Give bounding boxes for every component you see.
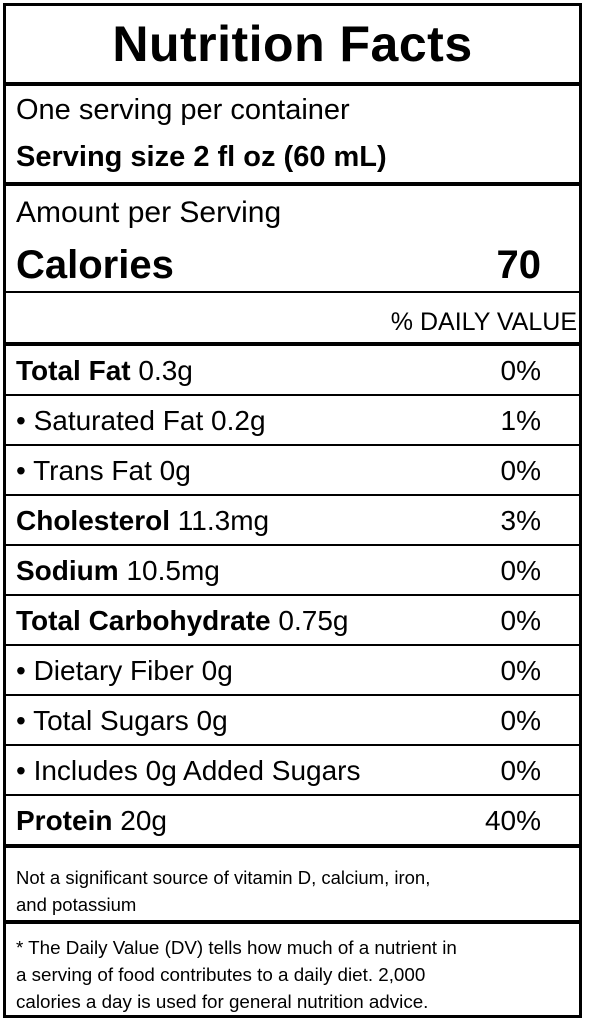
- row-divider: [6, 794, 579, 796]
- nutrient-amount: 10.5mg: [118, 555, 220, 586]
- note-line: and potassium: [16, 894, 137, 915]
- nutrient-row: • Total Sugars 0g 0%: [6, 696, 579, 746]
- nutrient-amount: 0.75g: [270, 605, 349, 636]
- nutrient-amount: 11.3mg: [170, 505, 270, 536]
- nutrient-daily-value: 0%: [500, 455, 541, 486]
- nutrient-amount: 0.3g: [130, 355, 193, 386]
- nutrient-amount: 0.2g: [203, 405, 266, 436]
- row-divider: [6, 494, 579, 496]
- nutrient-daily-value: 0%: [500, 705, 541, 736]
- nutrient-amount: 0g: [193, 655, 233, 686]
- footnote-line: * The Daily Value (DV) tells how much of…: [16, 937, 457, 958]
- calories-label: Calories: [16, 243, 174, 287]
- serving-size-label: Serving size: [16, 141, 186, 173]
- nutrient-label: • Includes 0g Added Sugars: [16, 755, 361, 786]
- daily-value-header: % DAILY VALUE: [390, 308, 577, 336]
- nutrient-daily-value: 3%: [500, 505, 541, 536]
- nutrient-name: Total Fat 0.3g: [16, 346, 193, 396]
- nutrient-daily-value: 0%: [500, 555, 541, 586]
- row-divider: [6, 444, 579, 446]
- note-text: Not a significant source of vitamin D, c…: [16, 864, 430, 918]
- nutrient-name: • Dietary Fiber 0g: [16, 646, 233, 696]
- nutrient-amount: 0g: [151, 455, 191, 486]
- nutrient-row: • Trans Fat 0g 0%: [6, 446, 579, 496]
- nutrient-daily-value: 0%: [500, 605, 541, 636]
- divider: [6, 920, 579, 924]
- nutrient-label: • Total Sugars: [16, 705, 189, 736]
- nutrient-name: • Includes 0g Added Sugars: [16, 746, 361, 796]
- nutrient-amount: 20g: [112, 805, 167, 836]
- nutrient-daily-value: 40%: [484, 805, 541, 836]
- nutrient-label: Total Carbohydrate: [16, 605, 271, 636]
- divider: [6, 291, 579, 293]
- nutrient-name: • Saturated Fat 0.2g: [16, 396, 266, 446]
- nutrient-name: Sodium 10.5mg: [16, 546, 220, 596]
- nutrient-daily-value: 1%: [500, 405, 541, 436]
- nutrient-name: • Trans Fat 0g: [16, 446, 191, 496]
- row-divider: [6, 644, 579, 646]
- footnote: * The Daily Value (DV) tells how much of…: [16, 934, 457, 1015]
- servings-per-container: One serving per container: [16, 94, 350, 126]
- serving-size-value: 2 fl oz (60 mL): [193, 141, 387, 173]
- nutrient-label: • Trans Fat: [16, 455, 152, 486]
- nutrient-name: Protein 20g: [16, 796, 167, 846]
- nutrient-row: Sodium 10.5mg 0%: [6, 546, 579, 596]
- nutrient-row: • Includes 0g Added Sugars 0%: [6, 746, 579, 796]
- serving-size: Serving size 2 fl oz (60 mL): [16, 141, 387, 174]
- nutrient-daily-value: 0%: [500, 755, 541, 786]
- nutrient-label: Protein: [16, 805, 113, 836]
- divider: [6, 182, 579, 186]
- nutrient-row: Total Carbohydrate 0.75g 0%: [6, 596, 579, 646]
- nutrient-label: Cholesterol: [16, 505, 171, 536]
- nutrient-label: Total Fat: [16, 355, 131, 386]
- nutrient-name: Cholesterol 11.3mg: [16, 496, 269, 546]
- calories-value: 70: [496, 243, 542, 287]
- amount-per-serving: Amount per Serving: [16, 196, 282, 229]
- row-divider: [6, 694, 579, 696]
- nutrient-row: • Saturated Fat 0.2g 1%: [6, 396, 579, 446]
- nutrient-label: • Dietary Fiber: [16, 655, 194, 686]
- footnote-line: calories a day is used for general nutri…: [16, 991, 429, 1012]
- divider: [6, 844, 579, 848]
- nutrient-row: • Dietary Fiber 0g 0%: [6, 646, 579, 696]
- nutrient-label: Sodium: [16, 555, 119, 586]
- label-title: Nutrition Facts: [112, 16, 473, 72]
- nutrient-row: Total Fat 0.3g 0%: [6, 346, 579, 396]
- footnote-line: a serving of food contributes to a daily…: [16, 964, 426, 985]
- row-divider: [6, 394, 579, 396]
- divider: [6, 342, 579, 346]
- divider: [6, 82, 579, 86]
- row-divider: [6, 594, 579, 596]
- nutrient-label: • Saturated Fat: [16, 405, 204, 436]
- note-line: Not a significant source of vitamin D, c…: [16, 867, 431, 888]
- nutrient-amount: 0g: [188, 705, 228, 736]
- nutrient-name: • Total Sugars 0g: [16, 696, 228, 746]
- nutrient-daily-value: 0%: [500, 655, 541, 686]
- nutrition-facts-label: Nutrition Facts One serving per containe…: [3, 3, 582, 1018]
- nutrient-name: Total Carbohydrate 0.75g: [16, 596, 348, 646]
- nutrient-daily-value: 0%: [500, 355, 541, 386]
- row-divider: [6, 744, 579, 746]
- nutrient-row: Protein 20g 40%: [6, 796, 579, 846]
- row-divider: [6, 544, 579, 546]
- nutrient-row: Cholesterol 11.3mg 3%: [6, 496, 579, 546]
